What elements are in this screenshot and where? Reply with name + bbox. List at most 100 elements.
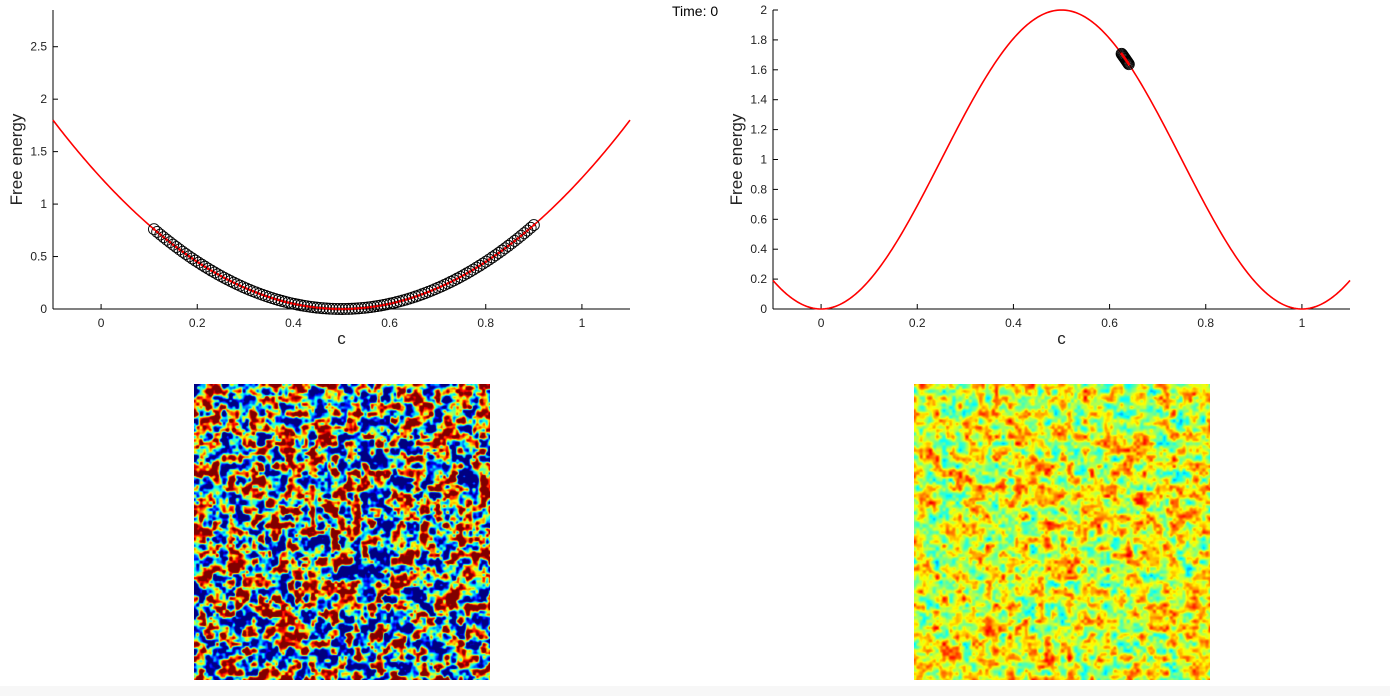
y-tick-label: 1.4 <box>750 93 767 107</box>
data-point-marker <box>464 265 476 278</box>
data-point-marker <box>444 275 457 288</box>
data-point-dot <box>162 235 165 239</box>
data-point-dot <box>455 277 459 280</box>
y-tick-label: 1.8 <box>750 33 767 47</box>
data-point-dot <box>321 306 325 310</box>
x-tick-label: 0.2 <box>189 316 206 330</box>
data-point-dot <box>516 237 520 240</box>
data-point-dot <box>449 280 453 284</box>
y-tick-label: 0.8 <box>750 182 767 196</box>
data-point-dot <box>510 242 513 245</box>
data-point-dot <box>261 293 264 297</box>
data-point-dot <box>245 287 248 290</box>
data-point-dot <box>369 305 373 309</box>
data-point-marker <box>492 246 505 259</box>
data-point-dot <box>229 279 232 283</box>
data-point-dot <box>334 307 338 311</box>
data-point-marker <box>499 242 512 255</box>
data-point-dot <box>395 300 398 304</box>
data-point-dot <box>277 298 280 302</box>
data-point-dot <box>206 267 210 271</box>
y-tick-label: 0.2 <box>750 272 767 286</box>
data-point-dot <box>258 292 261 295</box>
data-point-dot <box>532 223 536 227</box>
data-point-dot <box>232 281 236 284</box>
data-point-dot <box>506 244 510 248</box>
data-point-dot <box>251 289 255 293</box>
data-point-marker <box>202 262 215 275</box>
data-point-dot <box>385 303 389 306</box>
data-point-dot <box>459 275 462 279</box>
data-point-dot <box>471 268 475 271</box>
data-point-dot <box>222 276 226 280</box>
data-point-marker <box>163 236 176 249</box>
free-energy-curve <box>772 9 1351 310</box>
x-tick-label: 0.4 <box>1005 316 1022 330</box>
data-point-marker <box>170 241 183 254</box>
data-point-dot <box>341 307 344 311</box>
right-concentration-map <box>914 384 1210 680</box>
data-point-dot <box>408 297 411 300</box>
y-tick-label: 0.5 <box>30 250 47 264</box>
y-tick-label: 2 <box>760 3 767 17</box>
data-point-dot <box>264 294 267 298</box>
data-point-dot <box>522 231 526 235</box>
data-point-dot <box>187 254 191 258</box>
y-axis-label: Free energy <box>727 113 746 205</box>
data-point-dot <box>152 227 156 231</box>
y-tick-label: 1.5 <box>30 145 47 159</box>
x-tick-label: 0 <box>818 316 825 330</box>
data-point-marker <box>1121 56 1134 69</box>
data-point-marker <box>1122 58 1135 71</box>
data-point-dot <box>200 263 204 267</box>
data-point-dot <box>344 307 347 311</box>
data-point-marker <box>502 239 515 252</box>
x-tick-label: 0.2 <box>909 316 926 330</box>
data-point-dot <box>165 238 169 242</box>
data-point-dot <box>305 305 309 308</box>
data-point-dot <box>392 301 395 305</box>
data-point-marker <box>476 257 489 270</box>
data-point-dot <box>436 286 440 290</box>
data-point-dot <box>242 285 245 289</box>
data-point-dot <box>171 243 175 246</box>
data-point-marker <box>486 251 499 264</box>
data-point-dot <box>155 230 159 234</box>
y-tick-label: 1.2 <box>750 123 767 137</box>
data-point-dot <box>286 301 290 304</box>
data-point-dot <box>417 294 421 297</box>
data-point-dot <box>331 307 335 311</box>
data-point-dot <box>312 305 315 309</box>
data-point-marker <box>489 249 502 262</box>
data-point-marker <box>1120 54 1133 67</box>
data-point-dot <box>194 259 197 262</box>
data-point-dot <box>175 245 178 249</box>
time-label: Time: 0 <box>672 3 719 19</box>
x-tick-label: 1 <box>579 316 586 330</box>
data-point-dot <box>497 251 501 255</box>
data-point-dot <box>366 306 370 309</box>
data-point-dot <box>315 306 319 309</box>
data-point-dot <box>235 282 239 286</box>
data-point-dot <box>500 249 504 252</box>
data-point-dot <box>280 299 283 303</box>
data-point-marker <box>211 268 224 281</box>
data-point-marker <box>189 254 202 267</box>
data-point-dot <box>404 298 408 301</box>
data-point-dot <box>289 301 293 305</box>
data-point-dot <box>159 233 162 236</box>
data-point-dot <box>462 273 465 277</box>
data-point-dot <box>181 250 185 254</box>
data-point-marker <box>208 266 221 279</box>
free-energy-curve <box>52 119 631 310</box>
data-point-marker <box>1120 55 1133 68</box>
y-axis-label: Free energy <box>7 113 26 205</box>
data-point-marker <box>215 270 227 283</box>
data-point-dot <box>439 285 443 288</box>
data-point-marker <box>448 274 460 287</box>
data-point-marker <box>454 270 467 283</box>
data-point-dot <box>452 278 456 282</box>
data-point-dot <box>503 246 507 250</box>
y-tick-label: 0.4 <box>750 242 767 256</box>
data-point-dot <box>519 234 523 238</box>
